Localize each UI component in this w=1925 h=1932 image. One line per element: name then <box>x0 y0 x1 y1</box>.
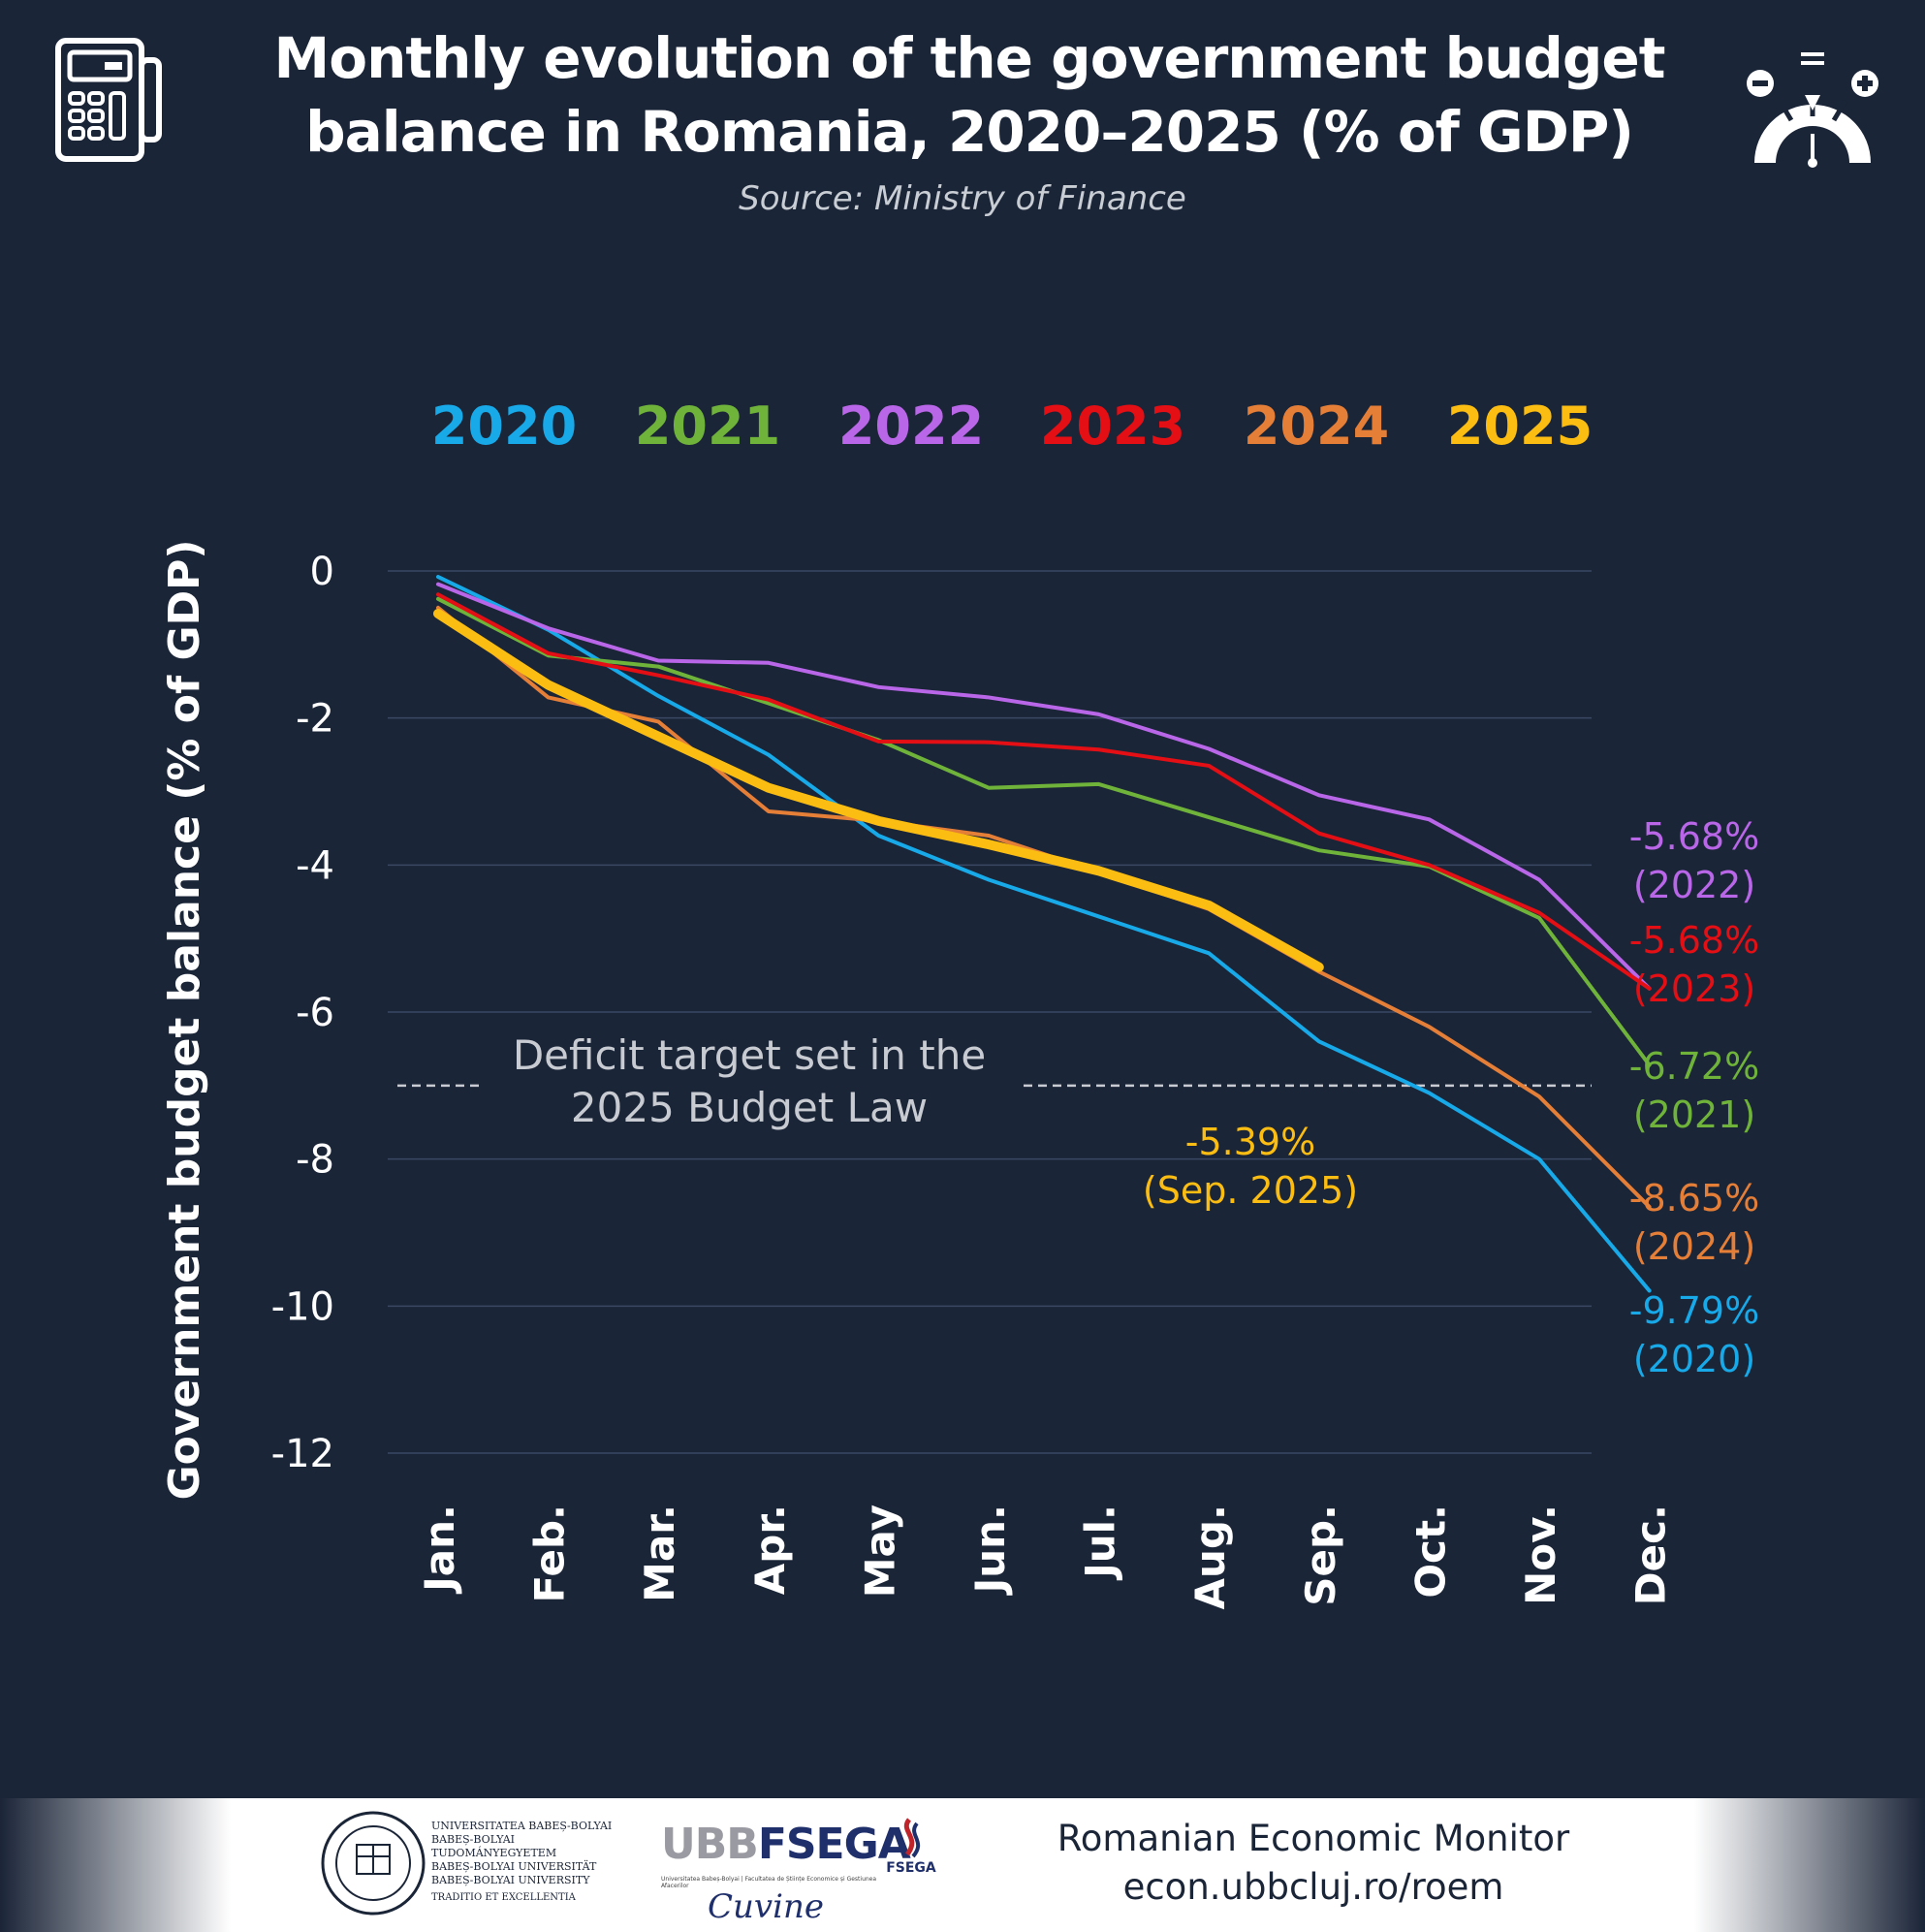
page-title: Monthly evolution of the government budg… <box>252 21 1687 169</box>
chart-legend: 2020 2021 2022 2023 2024 2025 <box>431 396 1593 457</box>
deficit-target: Deficit target set in the 2025 Budget Law <box>397 1031 1592 1131</box>
y-tick-label: -12 <box>271 1432 334 1476</box>
x-tick-label: Sep. <box>1297 1504 1344 1606</box>
chart-series <box>433 575 1652 1293</box>
target-label-line-1: Deficit target set in the <box>513 1031 986 1079</box>
x-tick-label: Jul. <box>1077 1504 1124 1581</box>
y-tick-label: -4 <box>296 843 334 888</box>
y-tick-label: -10 <box>271 1284 334 1329</box>
monitor-url[interactable]: econ.ubbcluj.ro/roem <box>1122 1866 1504 1908</box>
ubb-line: BABEȘ-BOLYAI UNIVERSITY <box>431 1874 590 1886</box>
fsega-logo-ubb: UBB <box>661 1820 759 1869</box>
annotation-value: -5.39% <box>1185 1121 1315 1163</box>
x-tick-label: Jan. <box>416 1504 463 1595</box>
ubb-motto: TRADITIO ET EXCELLENTIA <box>431 1892 576 1903</box>
legend-item-2025: 2025 <box>1447 396 1593 457</box>
legend-item-2024: 2024 <box>1244 396 1389 457</box>
series-line-2025 <box>433 608 1324 972</box>
annotation-value: -5.68% <box>1629 919 1759 962</box>
legend-item-2023: 2023 <box>1040 396 1185 457</box>
fsega-badge-icon: FSEGA <box>882 1816 940 1887</box>
annotation-value: -5.68% <box>1629 815 1759 858</box>
x-tick-label: Feb. <box>526 1504 574 1603</box>
monitor-title: Romanian Economic Monitor <box>1057 1818 1570 1859</box>
fsega-badge-label: FSEGA <box>886 1860 936 1876</box>
fsega-subtitle: Universitatea Babeș-Bolyai | Facultatea … <box>661 1876 877 1889</box>
x-tick-label: Jun. <box>966 1504 1014 1596</box>
x-tick-label: Dec. <box>1627 1504 1675 1605</box>
target-label-line-2: 2025 Budget Law <box>571 1084 928 1131</box>
end-annotations: -5.68% (2022) -5.68% (2023) -6.72% (2021) -8.6… <box>1143 815 1759 1380</box>
x-axis-ticks: Jan. Feb. Mar. Apr. May Jun. Jul. Aug. Sep. Oct. N… <box>416 1504 1675 1609</box>
y-axis-ticks: 0 -2 -4 -6 -8 -10 -12 <box>271 550 334 1476</box>
y-tick-label: -8 <box>296 1138 334 1183</box>
fsega-logo-name: FSEGA <box>757 1820 911 1869</box>
line-chart: 2020 2021 2022 2023 2024 2025 0 -2 -4 -6 -8 -10 -12… <box>160 396 1759 1609</box>
annotation-label: (2020) <box>1633 1338 1755 1380</box>
annotation-value: -6.72% <box>1629 1045 1759 1088</box>
annotation-label: (2024) <box>1633 1225 1755 1268</box>
annotation-label: (2022) <box>1633 864 1755 906</box>
cuvine-script: Cuvine <box>708 1887 825 1926</box>
source-note: Source: Ministry of Finance <box>739 179 1186 218</box>
annotation-label: (Sep. 2025) <box>1143 1169 1358 1212</box>
annotation-value: -8.65% <box>1629 1177 1759 1219</box>
fsega-logo: UBBFSEGA <box>661 1820 911 1869</box>
ubb-seal <box>320 1810 426 1920</box>
balance-gauge-icon <box>1745 47 1880 176</box>
ubb-line: UNIVERSITATEA BABEȘ-BOLYAI <box>431 1820 613 1832</box>
legend-item-2020: 2020 <box>431 396 577 457</box>
y-tick-label: -6 <box>296 991 334 1035</box>
x-tick-label: Aug. <box>1186 1504 1234 1609</box>
series-line-2023 <box>436 592 1652 991</box>
title-line-1: Monthly evolution of the government budg… <box>273 25 1666 91</box>
legend-item-2021: 2021 <box>635 396 780 457</box>
x-tick-label: Apr. <box>746 1504 794 1595</box>
chart-gridlines <box>388 570 1592 1454</box>
ubb-line: BABEȘ-BOLYAI TUDOMÁNYEGYETEM <box>431 1833 557 1859</box>
series-line-2020 <box>436 575 1652 1293</box>
ubb-name-block: UNIVERSITATEA BABEȘ-BOLYAI BABEȘ-BOLYAI … <box>431 1820 625 1905</box>
title-line-2: balance in Romania, 2020–2025 (% of GDP) <box>305 99 1634 165</box>
x-tick-label: Mar. <box>636 1504 683 1602</box>
annotation-value: -9.79% <box>1629 1289 1759 1332</box>
annotation-label: (2023) <box>1633 967 1755 1010</box>
x-tick-label: Oct. <box>1406 1504 1454 1599</box>
legend-item-2022: 2022 <box>838 396 984 457</box>
calculator-icon <box>54 37 167 167</box>
y-tick-label: -2 <box>296 697 334 742</box>
x-tick-label: Nov. <box>1517 1504 1564 1605</box>
y-axis-label: Government budget balance (% of GDP) <box>160 540 209 1501</box>
footer-banner: UNIVERSITATEA BABEȘ-BOLYAI BABEȘ-BOLYAI … <box>0 1798 1925 1932</box>
annotation-label: (2021) <box>1633 1093 1755 1136</box>
series-line-2022 <box>436 582 1652 991</box>
x-tick-label: May <box>856 1504 903 1598</box>
ubb-line: BABEȘ-BOLYAI UNIVERSITÄT <box>431 1860 597 1873</box>
y-tick-label: 0 <box>310 550 334 594</box>
